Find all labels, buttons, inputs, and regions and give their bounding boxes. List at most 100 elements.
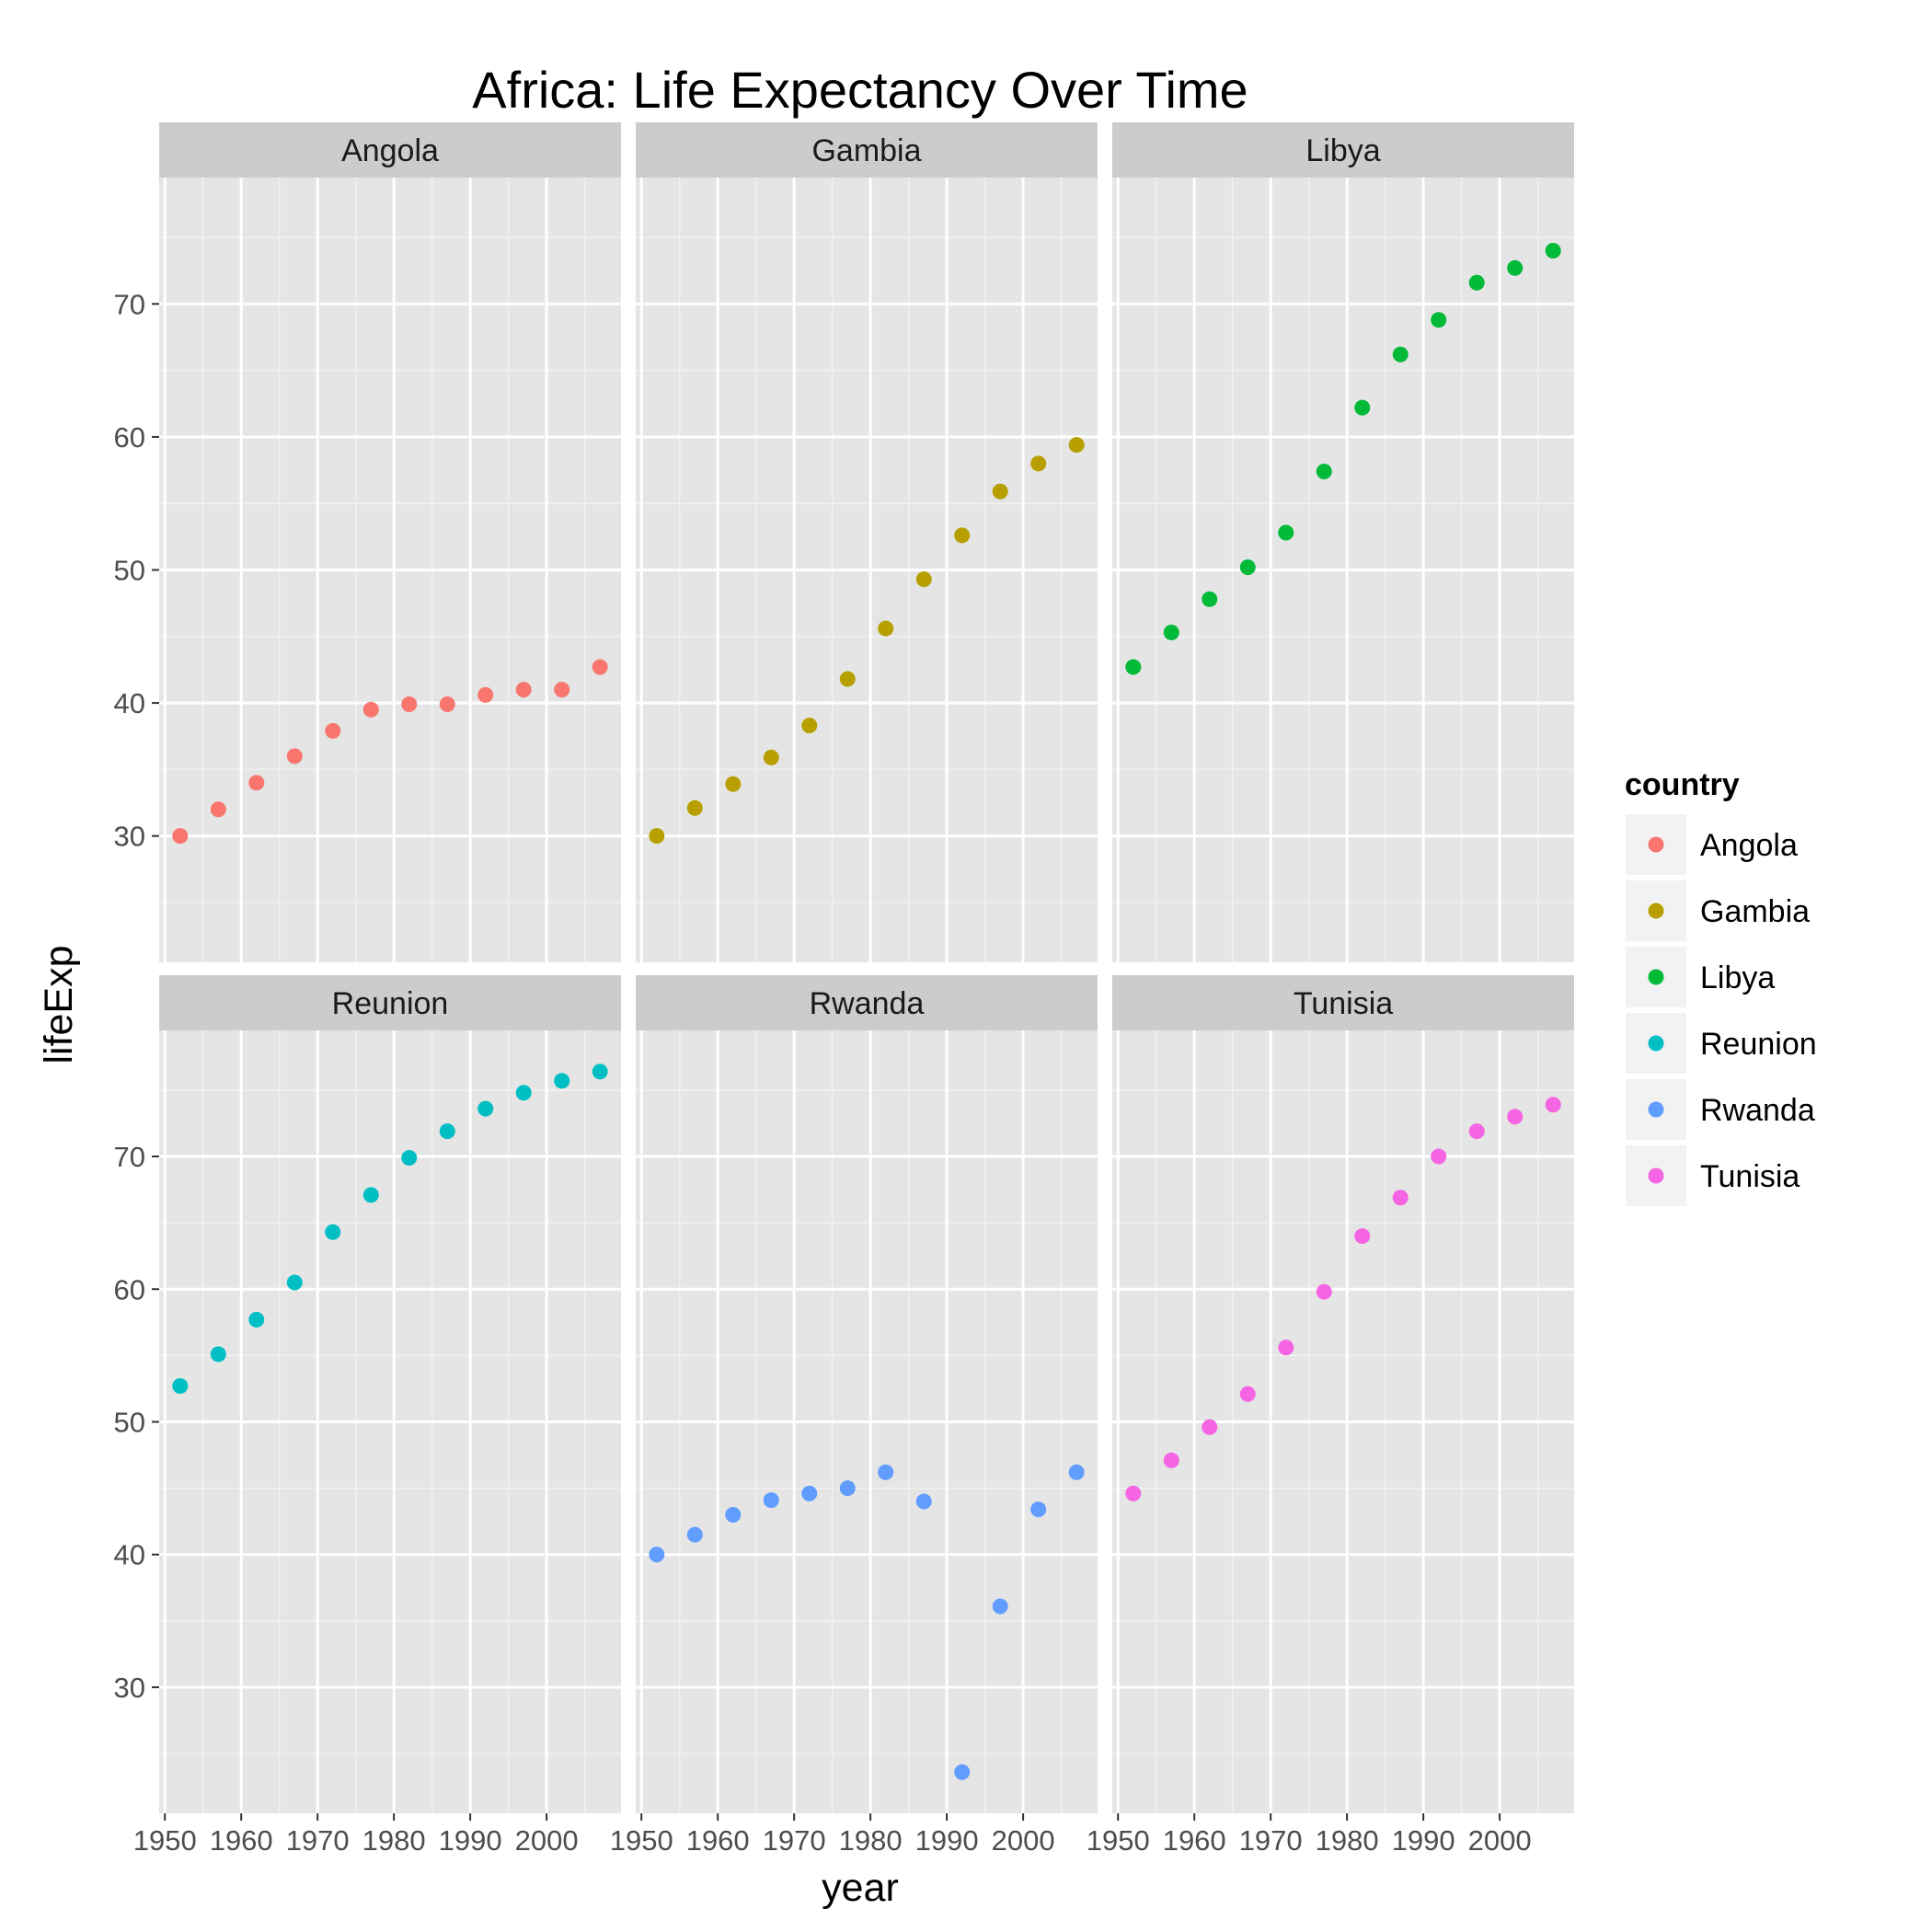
legend-label: Libya	[1700, 960, 1775, 995]
data-point	[1316, 1283, 1332, 1300]
x-tick-label: 1980	[839, 1824, 903, 1857]
data-point	[1431, 312, 1447, 328]
data-point	[477, 1100, 494, 1117]
x-tick-label: 1950	[133, 1824, 197, 1857]
data-point	[1545, 1097, 1561, 1113]
data-point	[210, 801, 226, 818]
x-tick-label: 1950	[610, 1824, 673, 1857]
y-axis-row-2: 30 40 50 60 70	[114, 1141, 159, 1704]
x-tick-label: 1990	[915, 1824, 979, 1857]
data-point	[1068, 437, 1085, 454]
data-point	[1202, 591, 1218, 607]
data-point	[1278, 1340, 1294, 1356]
y-tick-label: 30	[114, 1672, 145, 1704]
x-tick-label: 1970	[286, 1824, 350, 1857]
data-point	[1354, 1228, 1371, 1245]
data-point	[362, 1187, 379, 1203]
x-tick-label: 1990	[439, 1824, 502, 1857]
facet-panel-gambia: Gambia	[636, 122, 1098, 962]
legend-item-tunisia: Tunisia	[1624, 1144, 1800, 1208]
data-point	[515, 682, 532, 698]
x-tick-label: 1950	[1087, 1824, 1150, 1857]
data-point	[763, 749, 779, 765]
data-point	[801, 1485, 818, 1501]
x-tick-label: 2000	[515, 1824, 579, 1857]
data-point	[325, 1224, 341, 1240]
data-point	[401, 696, 418, 713]
y-tick-label: 50	[114, 1407, 145, 1439]
chart-title: Africa: Life Expectancy Over Time	[472, 61, 1248, 119]
data-point	[1507, 259, 1524, 276]
legend-item-angola: Angola	[1624, 812, 1798, 877]
legend-item-reunion: Reunion	[1624, 1011, 1817, 1075]
data-point	[554, 1073, 570, 1089]
data-point	[554, 682, 570, 698]
y-axis-row-1: 30 40 50 60 70	[114, 288, 159, 853]
y-tick-label: 70	[114, 288, 145, 320]
data-point	[992, 1598, 1008, 1615]
data-point	[362, 701, 379, 718]
y-tick-label: 30	[114, 821, 145, 853]
data-point	[477, 686, 494, 703]
y-tick-label: 50	[114, 555, 145, 587]
x-tick-label: 1980	[1316, 1824, 1379, 1857]
data-point	[1125, 1485, 1142, 1501]
data-point	[915, 1493, 932, 1510]
data-point	[592, 659, 608, 675]
data-point	[1239, 1386, 1256, 1402]
data-point	[649, 1547, 665, 1563]
facet-panels: Angola Gambia Libya Reunion Rwanda Tunisia	[159, 122, 1574, 1813]
legend-label: Tunisia	[1700, 1159, 1800, 1194]
facet-panel-tunisia: Tunisia	[1112, 975, 1574, 1813]
facet-strip	[1112, 122, 1574, 178]
data-point	[1468, 274, 1485, 291]
data-point	[1354, 399, 1371, 416]
legend-key-point	[1648, 1101, 1664, 1118]
data-point	[1239, 559, 1256, 576]
facet-strip	[636, 122, 1098, 178]
facet-strip-label: Tunisia	[1294, 986, 1393, 1021]
x-tick-label: 2000	[992, 1824, 1055, 1857]
legend-key-point	[1648, 903, 1664, 919]
data-point	[1030, 455, 1047, 472]
data-point	[878, 620, 894, 637]
legend-label: Rwanda	[1700, 1093, 1815, 1128]
data-point	[515, 1085, 532, 1101]
facet-panel-reunion: Reunion	[159, 975, 621, 1813]
x-tick-label: 1970	[1239, 1824, 1303, 1857]
facet-panel-libya: Libya	[1112, 122, 1574, 962]
y-tick-label: 60	[114, 1273, 145, 1305]
y-tick-label: 60	[114, 421, 145, 454]
x-axis-title: year	[822, 1866, 899, 1910]
data-point	[839, 671, 856, 687]
data-point	[725, 1506, 742, 1523]
data-point	[649, 828, 665, 845]
data-point	[1163, 1452, 1179, 1468]
legend-key-point	[1648, 1035, 1664, 1052]
y-tick-label: 40	[114, 1539, 145, 1571]
data-point	[325, 722, 341, 739]
data-point	[248, 1311, 265, 1328]
legend-key-point	[1648, 836, 1664, 853]
data-point	[1507, 1109, 1524, 1125]
data-point	[248, 775, 265, 791]
x-tick-label: 1980	[362, 1824, 426, 1857]
data-point	[1030, 1501, 1047, 1518]
x-tick-label: 1970	[763, 1824, 826, 1857]
data-point	[763, 1492, 779, 1509]
data-point	[954, 527, 971, 544]
data-point	[592, 1064, 608, 1080]
data-point	[1316, 464, 1332, 480]
y-axes: 30 40 50 60 70 30 40 50 60 70	[114, 288, 159, 1704]
data-point	[1278, 524, 1294, 541]
x-tick-label: 2000	[1468, 1824, 1532, 1857]
data-point	[686, 799, 703, 816]
facet-strip	[636, 975, 1098, 1030]
legend-key-point	[1648, 1167, 1664, 1184]
x-tick-label: 1960	[686, 1824, 750, 1857]
y-axis-title: lifeExp	[37, 945, 81, 1064]
facet-strip-label: Rwanda	[810, 986, 925, 1021]
y-tick-label: 40	[114, 687, 145, 719]
facet-strip-label: Gambia	[811, 133, 921, 168]
